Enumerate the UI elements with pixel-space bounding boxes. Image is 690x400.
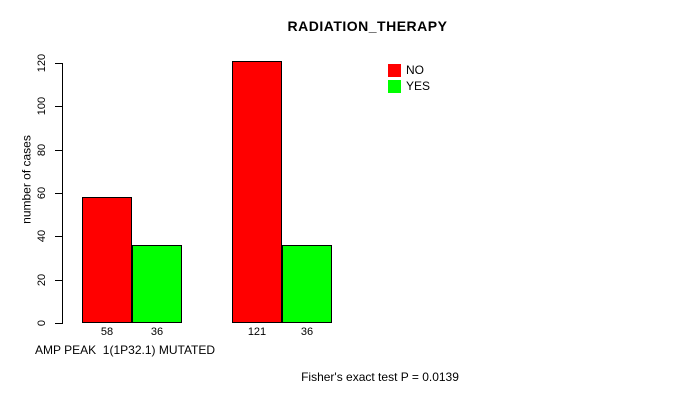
bar-no-group1 <box>82 197 132 323</box>
legend-item-yes: YES <box>388 79 430 93</box>
legend-item-no: NO <box>388 63 430 77</box>
x-axis-label: AMP PEAK 1(1P32.1) MUTATED <box>35 343 216 357</box>
y-tick-mark <box>55 150 62 151</box>
y-tick-label: 80 <box>36 143 48 157</box>
y-tick-mark <box>55 193 62 194</box>
legend-swatch-no <box>388 63 401 77</box>
legend-swatch-yes <box>388 79 401 93</box>
bar-value-label: 58 <box>100 326 114 338</box>
bar-yes-group1 <box>132 245 182 323</box>
y-tick-label: 100 <box>36 96 48 116</box>
legend-label: NO <box>406 63 424 77</box>
legend-label: YES <box>406 79 431 93</box>
y-tick-label: 20 <box>36 273 48 287</box>
y-axis-line <box>62 63 63 324</box>
bar-value-label: 36 <box>150 326 164 338</box>
bar-yes-group2 <box>282 245 332 323</box>
y-tick-mark <box>55 280 62 281</box>
bar-value-label: 36 <box>300 326 314 338</box>
y-tick-label: 40 <box>36 229 48 243</box>
y-tick-mark <box>55 323 62 324</box>
legend: NO YES <box>388 63 430 95</box>
y-tick-mark <box>55 63 62 64</box>
bar-value-label: 121 <box>247 326 267 338</box>
y-tick-mark <box>55 106 62 107</box>
y-tick-label: 120 <box>36 53 48 73</box>
y-tick-label: 60 <box>36 186 48 200</box>
y-tick-label: 0 <box>36 319 48 327</box>
chart-title: RADIATION_THERAPY <box>287 18 448 34</box>
fisher-test-note: Fisher's exact test P = 0.0139 <box>301 370 459 384</box>
y-axis-label: number of cases <box>19 135 33 224</box>
bar-no-group2 <box>232 61 282 323</box>
y-tick-mark <box>55 236 62 237</box>
